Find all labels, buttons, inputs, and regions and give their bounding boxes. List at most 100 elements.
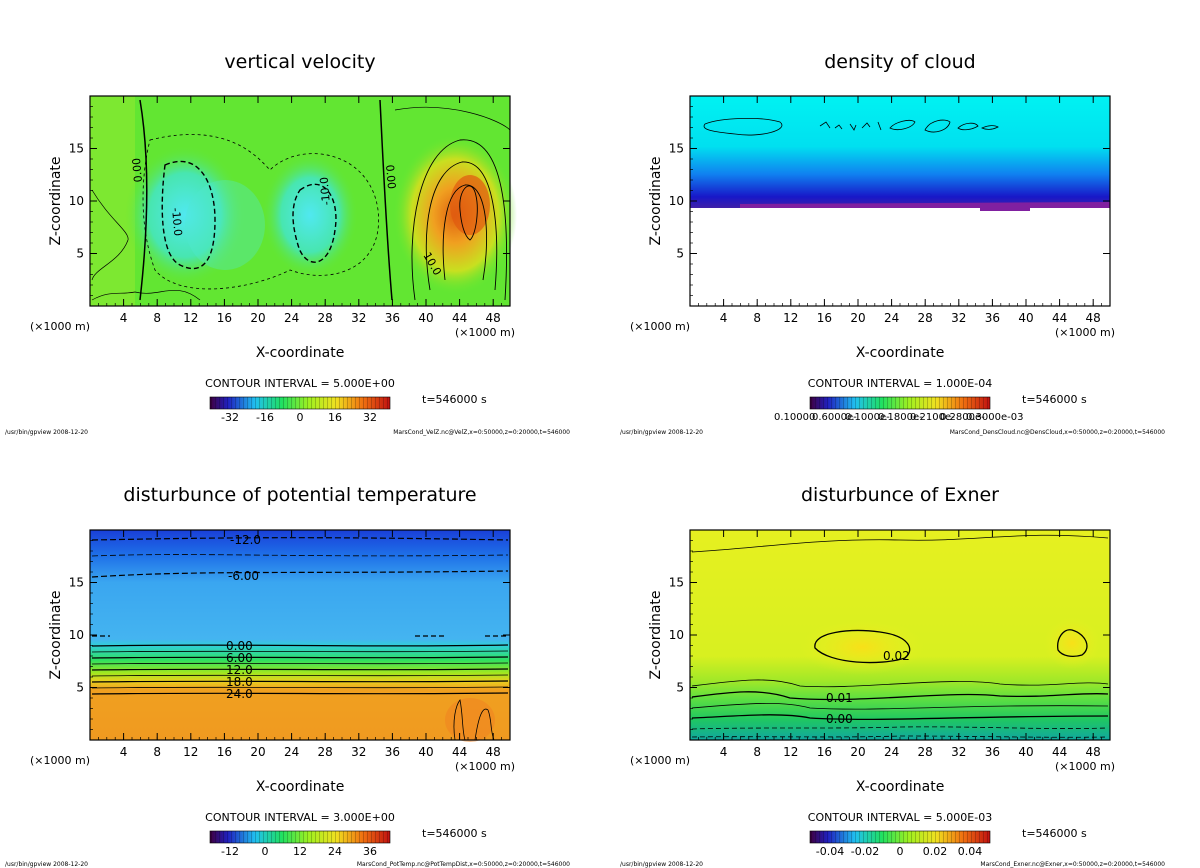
x-unit-left: (×1000 m) bbox=[630, 754, 690, 767]
panel-density-of-cloud: density of cloud 4 8 12 16 20 24 28 32 36 40 44 48 … bbox=[620, 51, 1165, 436]
x-tick-label: 12 bbox=[183, 745, 198, 759]
y-tick-label: 10 bbox=[669, 194, 684, 208]
contour-lines bbox=[91, 99, 511, 301]
x-tick-label: 32 bbox=[351, 311, 366, 325]
svg-text:-12.0: -12.0 bbox=[230, 533, 261, 547]
footer-right: MarsCond_VelZ.nc@VelZ,x=0:50000,z=0:2000… bbox=[393, 429, 570, 436]
time-label: t=546000 s bbox=[1022, 393, 1087, 406]
x-tick-label: 12 bbox=[783, 745, 798, 759]
svg-text:0.01: 0.01 bbox=[826, 691, 853, 705]
svg-text:0.00: 0.00 bbox=[130, 157, 145, 183]
x-tick-label: 8 bbox=[153, 745, 161, 759]
y-axis-ticks: 5 10 15 bbox=[669, 540, 1110, 730]
svg-text:12.0: 12.0 bbox=[226, 663, 253, 677]
x-tick-label: 48 bbox=[1086, 745, 1101, 759]
x-unit-left: (×1000 m) bbox=[30, 320, 90, 333]
contour-interval: CONTOUR INTERVAL = 5.000E-03 bbox=[808, 811, 992, 824]
y-tick-label: 10 bbox=[669, 628, 684, 642]
y-tick-label: 15 bbox=[669, 576, 684, 590]
x-tick-label: 32 bbox=[351, 745, 366, 759]
chart-title: density of cloud bbox=[824, 51, 976, 73]
x-tick-label: 44 bbox=[1052, 745, 1067, 759]
x-tick-label: 20 bbox=[850, 311, 865, 325]
colorbar-label: -32 bbox=[221, 411, 239, 424]
footer-left: /usr/bin/gpview 2008-12-20 bbox=[5, 861, 88, 868]
x-tick-label: 16 bbox=[817, 745, 832, 759]
x-tick-label: 28 bbox=[918, 745, 933, 759]
chart-title: disturbunce of Exner bbox=[801, 484, 999, 506]
x-tick-label: 16 bbox=[217, 311, 232, 325]
x-tick-label: 44 bbox=[1052, 311, 1067, 325]
x-tick-label: 24 bbox=[284, 745, 299, 759]
footer-right: MarsCond_DensCloud.nc@DensCloud,x=0:5000… bbox=[950, 429, 1165, 436]
chart-title: vertical velocity bbox=[224, 51, 375, 73]
colorbar-label: -12 bbox=[221, 845, 239, 858]
contour-lines bbox=[691, 534, 1109, 738]
x-tick-label: 40 bbox=[1018, 745, 1033, 759]
x-tick-label: 4 bbox=[720, 311, 728, 325]
svg-text:-6.00: -6.00 bbox=[228, 569, 259, 583]
contour-lines bbox=[91, 537, 509, 741]
colorbar-label: -0.02 bbox=[851, 845, 879, 858]
y-axis-label: Z-coordinate bbox=[648, 590, 664, 679]
svg-text:18.0: 18.0 bbox=[226, 675, 253, 689]
footer-left: /usr/bin/gpview 2008-12-20 bbox=[5, 429, 88, 436]
footer-right: MarsCond_PotTemp.nc@PotTempDist,x=0:5000… bbox=[357, 861, 570, 868]
time-label: t=546000 s bbox=[1022, 827, 1087, 840]
x-axis-label: X-coordinate bbox=[256, 779, 345, 795]
x-tick-label: 40 bbox=[418, 745, 433, 759]
x-tick-label: 8 bbox=[153, 311, 161, 325]
colorbar-labels: -12 0 12 24 36 bbox=[221, 845, 377, 858]
x-tick-label: 28 bbox=[318, 311, 333, 325]
footer-left: /usr/bin/gpview 2008-12-20 bbox=[620, 429, 703, 436]
y-tick-label: 5 bbox=[676, 247, 684, 261]
y-tick-label: 10 bbox=[69, 628, 84, 642]
y-tick-label: 15 bbox=[669, 142, 684, 156]
x-tick-label: 40 bbox=[418, 311, 433, 325]
x-axis-ticks: 4 8 12 16 20 24 28 32 36 40 44 48 bbox=[98, 96, 502, 325]
svg-text:0.10000: 0.10000 bbox=[774, 412, 815, 423]
y-axis-label: Z-coordinate bbox=[48, 156, 64, 245]
y-tick-label: 15 bbox=[69, 142, 84, 156]
x-tick-label: 4 bbox=[120, 311, 128, 325]
x-tick-label: 36 bbox=[385, 745, 400, 759]
panel-potential-temperature: disturbunce of potential temperature -12… bbox=[5, 484, 570, 868]
x-tick-label: 24 bbox=[884, 745, 899, 759]
x-unit-right: (×1000 m) bbox=[1055, 760, 1115, 773]
plot-field bbox=[90, 530, 510, 742]
svg-text:0.2100e-: 0.2100e- bbox=[910, 412, 955, 423]
x-tick-label: 24 bbox=[884, 311, 899, 325]
svg-text:0.00: 0.00 bbox=[826, 712, 853, 726]
plot-field bbox=[690, 96, 1110, 306]
footer-right: MarsCond_Exner.nc@Exner,x=0:50000,z=0:20… bbox=[980, 861, 1165, 868]
svg-text:0.1800e-: 0.1800e- bbox=[878, 412, 923, 423]
x-tick-label: 32 bbox=[951, 311, 966, 325]
chart-title: disturbunce of potential temperature bbox=[123, 484, 476, 506]
x-tick-label: 48 bbox=[1086, 311, 1101, 325]
svg-text:0.02: 0.02 bbox=[883, 649, 910, 663]
x-axis-label: X-coordinate bbox=[256, 345, 345, 361]
x-tick-label: 40 bbox=[1018, 311, 1033, 325]
x-tick-label: 32 bbox=[951, 745, 966, 759]
contour-interval: CONTOUR INTERVAL = 5.000E+00 bbox=[205, 377, 395, 390]
x-axis-label: X-coordinate bbox=[856, 779, 945, 795]
colorbar-label: 16 bbox=[328, 411, 342, 424]
x-unit-left: (×1000 m) bbox=[30, 754, 90, 767]
x-tick-label: 4 bbox=[720, 745, 728, 759]
x-tick-label: 20 bbox=[250, 311, 265, 325]
svg-text:0.00: 0.00 bbox=[383, 164, 398, 190]
y-axis-ticks: 5 10 15 bbox=[69, 540, 510, 730]
x-tick-label: 12 bbox=[183, 311, 198, 325]
y-axis-ticks: 5 10 15 bbox=[669, 106, 1110, 296]
colorbar-label: 24 bbox=[328, 845, 342, 858]
colorbar-label: 12 bbox=[293, 845, 307, 858]
x-tick-label: 44 bbox=[452, 311, 467, 325]
y-axis-label: Z-coordinate bbox=[48, 590, 64, 679]
svg-text:0.1000e-: 0.1000e- bbox=[845, 412, 890, 423]
x-tick-label: 36 bbox=[385, 311, 400, 325]
colorbar-label: 0 bbox=[297, 411, 304, 424]
x-unit-right: (×1000 m) bbox=[1055, 326, 1115, 339]
svg-text:0.6000e-: 0.6000e- bbox=[812, 412, 857, 423]
contour-labels: 0.02 0.01 0.00 bbox=[826, 649, 910, 726]
